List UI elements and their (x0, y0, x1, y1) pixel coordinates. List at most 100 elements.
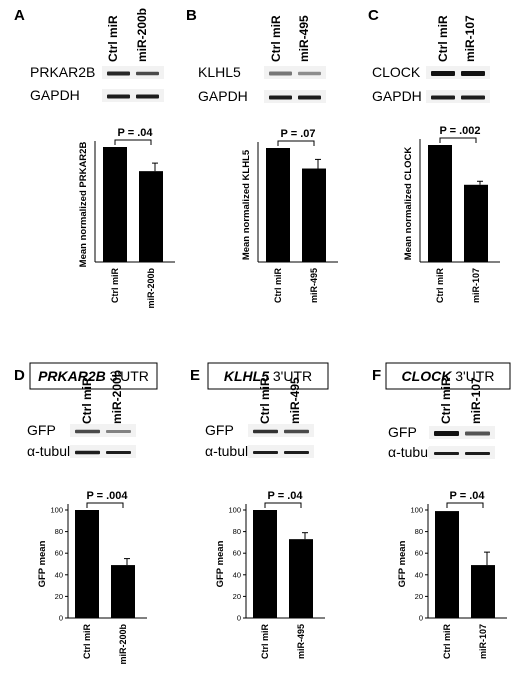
blot-control-label: GAPDH (372, 88, 422, 104)
blot-band-target (106, 430, 131, 433)
y-tick-label: 80 (55, 527, 63, 536)
significance-bracket (86, 502, 124, 508)
blot-target-label: CLOCK (372, 64, 421, 80)
y-axis-label: Mean normalized KLHL5 (241, 149, 252, 260)
blot-target-label: GFP (205, 422, 234, 438)
lane-label: Ctrl miR (269, 15, 283, 62)
blot-band-target (253, 429, 278, 434)
lane-label: miR-495 (297, 15, 311, 62)
utr-gene: CLOCK (402, 368, 453, 384)
y-tick-label: 0 (237, 614, 241, 623)
x-category-label: Ctrl miR (273, 268, 283, 304)
blot-band-control (253, 451, 278, 454)
panel-letter: F (372, 367, 381, 384)
x-category-label: Ctrl miR (435, 268, 445, 304)
blot-strip-control (264, 90, 326, 103)
y-tick-label: 100 (410, 506, 423, 515)
y-tick-label: 40 (55, 570, 63, 579)
bar (435, 511, 459, 618)
bar (266, 148, 290, 262)
blot-band-target (75, 429, 100, 434)
x-category-label: Ctrl miR (110, 268, 120, 304)
utr-suffix: 3'UTR (451, 368, 494, 384)
blot-strip-control (70, 445, 136, 458)
p-value: P = .04 (118, 127, 154, 139)
bar (289, 539, 313, 618)
y-tick-label: 40 (415, 570, 423, 579)
p-value: P = .04 (268, 490, 304, 502)
blot-control-label: GAPDH (198, 88, 248, 104)
utr-header: PRKAR2B 3'UTR (38, 368, 149, 384)
panel-letter: D (14, 367, 25, 384)
y-tick-label: 80 (233, 527, 241, 536)
bar (302, 168, 326, 262)
blot-strip-target (102, 66, 164, 79)
utr-suffix: 3'UTR (106, 368, 149, 384)
bar (111, 565, 135, 618)
x-category-label: miR-495 (309, 268, 319, 303)
significance-bracket (277, 140, 315, 146)
lane-label: miR-200b (135, 8, 149, 62)
y-tick-label: 40 (233, 570, 241, 579)
utr-suffix: 3'UTR (269, 368, 312, 384)
panel-c: C Ctrl miR miR-107 CLOCK GAPDH Mean normalize… (368, 7, 500, 303)
bar (75, 510, 99, 618)
utr-gene: KLHL5 (224, 368, 269, 384)
y-tick-label: 20 (55, 592, 63, 601)
y-tick-label: 60 (415, 549, 423, 558)
utr-header-box (29, 362, 158, 390)
p-value: P = .04 (450, 490, 486, 502)
bar-chart: 0 20 40 60 80 100 GFP mean Ctrl miR miR-495 P = .… (215, 490, 325, 659)
lane-label: Ctrl miR (106, 15, 120, 62)
x-category-label: Ctrl miR (260, 624, 270, 660)
bar-chart: Mean normalized PRKAR2B Ctrl miR miR-200b P… (78, 127, 175, 309)
panel-letter: A (14, 7, 25, 24)
y-tick-label: 100 (50, 506, 63, 515)
blot-target-label: KLHL5 (198, 64, 241, 80)
lane-label: miR-107 (463, 15, 477, 62)
x-category-label: Ctrl miR (82, 624, 92, 660)
blot-target-label: PRKAR2B (30, 64, 95, 80)
y-axis-label: Mean normalized PRKAR2B (78, 142, 89, 268)
panel-letter: C (368, 7, 379, 24)
blot-band-control (298, 95, 321, 100)
y-axis-label: GFP mean (215, 540, 226, 587)
bar-chart: 0 20 40 60 80 100 GFP mean Ctrl miR miR-200b P = … (37, 490, 147, 665)
lane-label: Ctrl miR (258, 377, 272, 424)
blot-band-target (434, 431, 459, 436)
significance-bracket (264, 502, 302, 508)
bar (103, 147, 127, 262)
lane-label: miR-495 (288, 377, 302, 424)
blot-band-control (106, 451, 131, 454)
blot-band-target (107, 71, 130, 76)
bar (139, 171, 163, 262)
y-tick-label: 20 (415, 592, 423, 601)
lane-label: Ctrl miR (436, 15, 450, 62)
y-tick-label: 80 (415, 527, 423, 536)
x-category-label: miR-200b (146, 268, 156, 309)
significance-bracket (446, 502, 484, 508)
bar (464, 184, 488, 262)
blot-control-label: α-tubulin (27, 443, 81, 459)
x-category-label: Ctrl miR (442, 624, 452, 660)
y-tick-label: 100 (228, 506, 241, 515)
blot-strip-target (264, 66, 326, 79)
blot-band-control (136, 94, 159, 99)
blot-band-target (284, 429, 309, 434)
lane-label: Ctrl miR (80, 377, 94, 424)
blot-strip-control (429, 446, 495, 459)
panel-a: A Ctrl miR miR-200b PRKAR2B GAPDH Mean normal… (14, 7, 175, 309)
blot-band-target (136, 71, 159, 76)
panel-b: B Ctrl miR miR-495 KLHL5 GAPDH Mean normalize… (186, 7, 338, 303)
significance-bracket (114, 139, 152, 145)
y-axis-label: Mean normalized CLOCK (403, 147, 414, 261)
blot-band-target (298, 71, 321, 76)
panel-letter: E (190, 367, 200, 384)
blot-strip-control (248, 445, 314, 458)
x-category-label: miR-200b (118, 624, 128, 665)
y-axis-label: GFP mean (37, 540, 48, 587)
utr-header-box (385, 362, 511, 390)
bar-chart: Mean normalized KLHL5 Ctrl miR miR-495 P = … (241, 128, 338, 303)
